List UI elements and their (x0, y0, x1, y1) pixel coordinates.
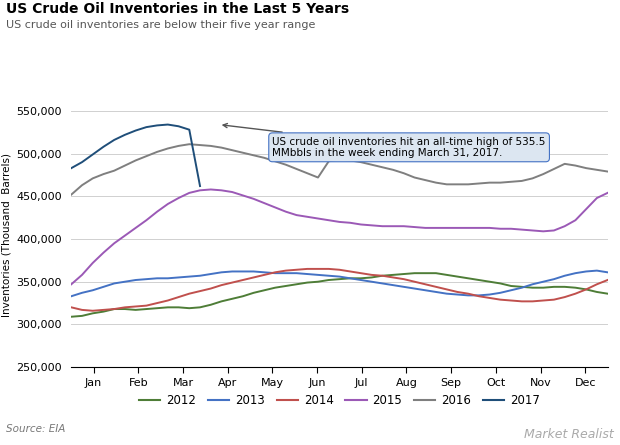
2014 (604, 277, 611, 283)
2017 (132, 128, 140, 133)
2016 (464, 182, 472, 187)
Line: 2017: 2017 (71, 125, 200, 186)
2014 (197, 288, 204, 294)
2017 (175, 124, 182, 129)
2012 (432, 271, 440, 276)
2014 (239, 277, 247, 283)
2014 (250, 275, 257, 280)
2017 (143, 125, 150, 130)
2017 (89, 152, 97, 157)
2017 (78, 159, 86, 165)
2012 (239, 294, 247, 299)
2014 (89, 308, 97, 313)
Text: US Crude Oil Inventories in the Last 5 Years: US Crude Oil Inventories in the Last 5 Y… (6, 2, 349, 16)
2015 (185, 190, 193, 195)
Line: 2013: 2013 (71, 271, 608, 296)
2014 (475, 294, 482, 299)
2016 (239, 150, 247, 155)
2013 (68, 294, 75, 299)
2014 (68, 305, 75, 310)
2014 (443, 287, 450, 292)
2015 (207, 187, 215, 192)
2017 (153, 123, 161, 128)
Line: 2014: 2014 (71, 269, 608, 311)
Text: US crude oil inventories are below their five year range: US crude oil inventories are below their… (6, 20, 316, 30)
2015 (68, 282, 75, 287)
2016 (197, 142, 204, 148)
2013 (593, 268, 601, 273)
2017 (185, 127, 193, 132)
2015 (604, 190, 611, 195)
Legend: 2012, 2013, 2014, 2015, 2016, 2017: 2012, 2013, 2014, 2015, 2016, 2017 (135, 389, 544, 412)
2016 (604, 169, 611, 174)
2016 (593, 167, 601, 173)
Text: US crude oil inventories hit an all-time high of 535.5
MMbbls in the week ending: US crude oil inventories hit an all-time… (223, 124, 546, 158)
2013 (185, 274, 193, 279)
2012 (68, 314, 75, 320)
2013 (604, 270, 611, 275)
2012 (593, 289, 601, 295)
2017 (122, 132, 129, 138)
2016 (250, 153, 257, 158)
Line: 2015: 2015 (71, 190, 608, 284)
2017 (68, 166, 75, 171)
2015 (464, 225, 472, 231)
2012 (228, 296, 236, 301)
2016 (185, 142, 193, 147)
2013 (454, 292, 461, 297)
2017 (110, 137, 118, 142)
2012 (411, 271, 418, 276)
2017 (164, 122, 172, 127)
2017 (197, 183, 204, 189)
2013 (582, 269, 590, 274)
2013 (228, 269, 236, 274)
2012 (604, 291, 611, 296)
2017 (100, 144, 107, 150)
2012 (185, 306, 193, 311)
2013 (422, 287, 429, 293)
2016 (432, 180, 440, 185)
2015 (239, 193, 247, 198)
Line: 2012: 2012 (71, 273, 608, 317)
Text: Market Realist: Market Realist (524, 428, 614, 441)
Line: 2016: 2016 (71, 144, 608, 194)
2014 (593, 282, 601, 287)
2015 (432, 225, 440, 231)
Y-axis label: Inventories (Thousand  Barrels): Inventories (Thousand Barrels) (2, 153, 12, 317)
Text: Source: EIA: Source: EIA (6, 424, 66, 434)
2014 (304, 266, 311, 271)
2015 (250, 196, 257, 202)
2016 (68, 192, 75, 197)
2012 (464, 275, 472, 281)
2015 (593, 195, 601, 201)
2013 (239, 269, 247, 274)
